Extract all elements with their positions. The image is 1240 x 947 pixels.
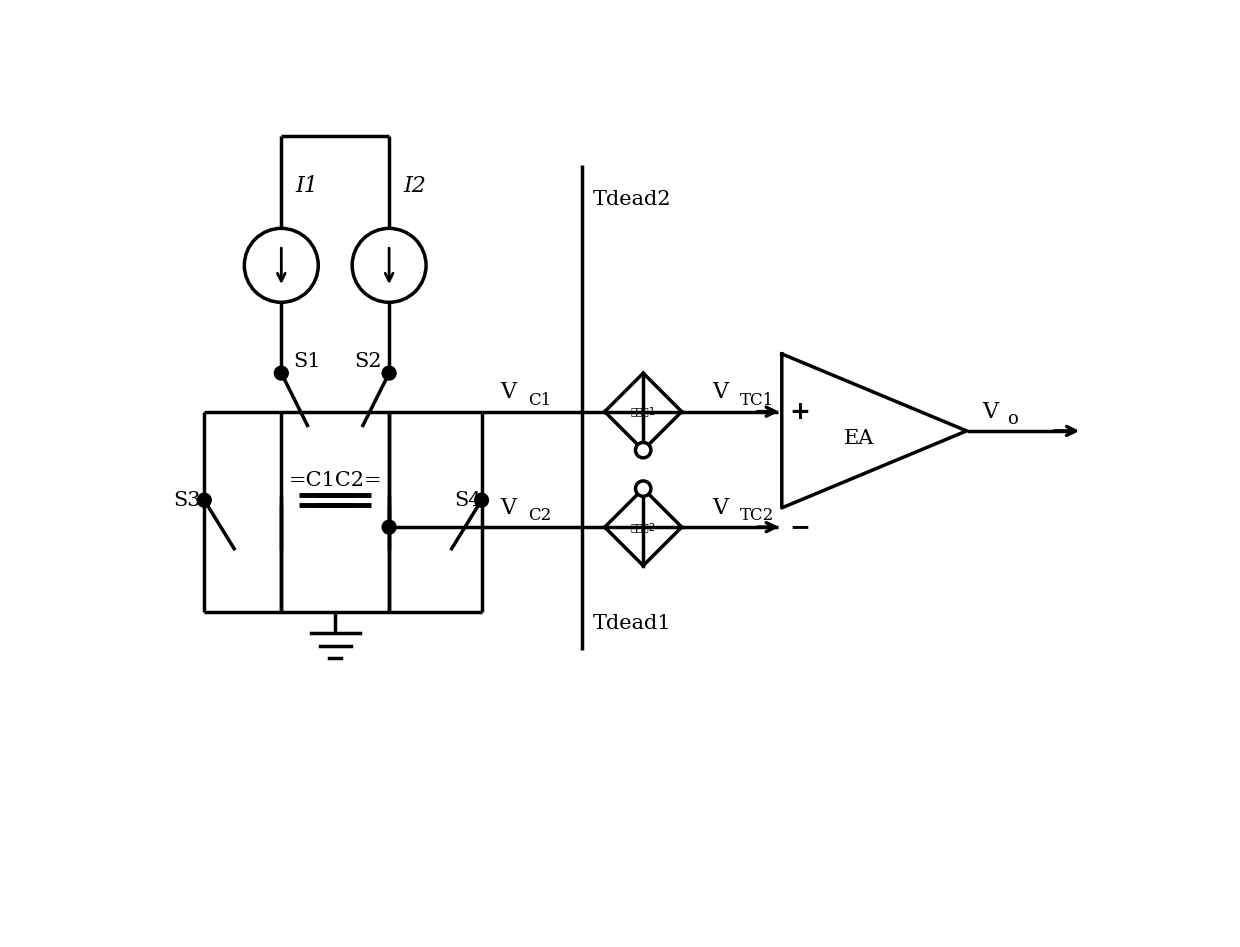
- Text: Tdead2: Tdead2: [593, 190, 672, 209]
- Text: =C1C2=: =C1C2=: [289, 472, 382, 491]
- Circle shape: [635, 442, 651, 457]
- Text: V: V: [501, 382, 517, 403]
- Circle shape: [635, 481, 651, 496]
- Text: S3: S3: [174, 491, 201, 509]
- Text: +: +: [790, 400, 811, 423]
- Text: S4: S4: [455, 491, 482, 509]
- Text: I1: I1: [295, 175, 317, 197]
- Text: o: o: [1007, 410, 1018, 428]
- Text: S1: S1: [293, 352, 320, 371]
- Text: C2: C2: [528, 507, 551, 524]
- Text: V: V: [982, 401, 998, 422]
- Circle shape: [382, 520, 396, 534]
- Text: TC2: TC2: [739, 507, 774, 524]
- Text: V: V: [713, 382, 729, 403]
- Text: V: V: [501, 497, 517, 519]
- Circle shape: [475, 493, 489, 507]
- Circle shape: [274, 366, 288, 380]
- Text: TC1: TC1: [739, 391, 774, 408]
- Circle shape: [197, 493, 211, 507]
- Text: 传输门1: 传输门1: [630, 406, 656, 417]
- Circle shape: [382, 366, 396, 380]
- Text: EA: EA: [843, 429, 874, 448]
- Text: −: −: [790, 515, 811, 539]
- Text: S2: S2: [355, 352, 382, 371]
- Text: C1: C1: [528, 391, 551, 408]
- Text: Tdead1: Tdead1: [593, 614, 672, 633]
- Text: I2: I2: [403, 175, 425, 197]
- Text: 传输门2: 传输门2: [630, 522, 656, 532]
- Text: V: V: [713, 497, 729, 519]
